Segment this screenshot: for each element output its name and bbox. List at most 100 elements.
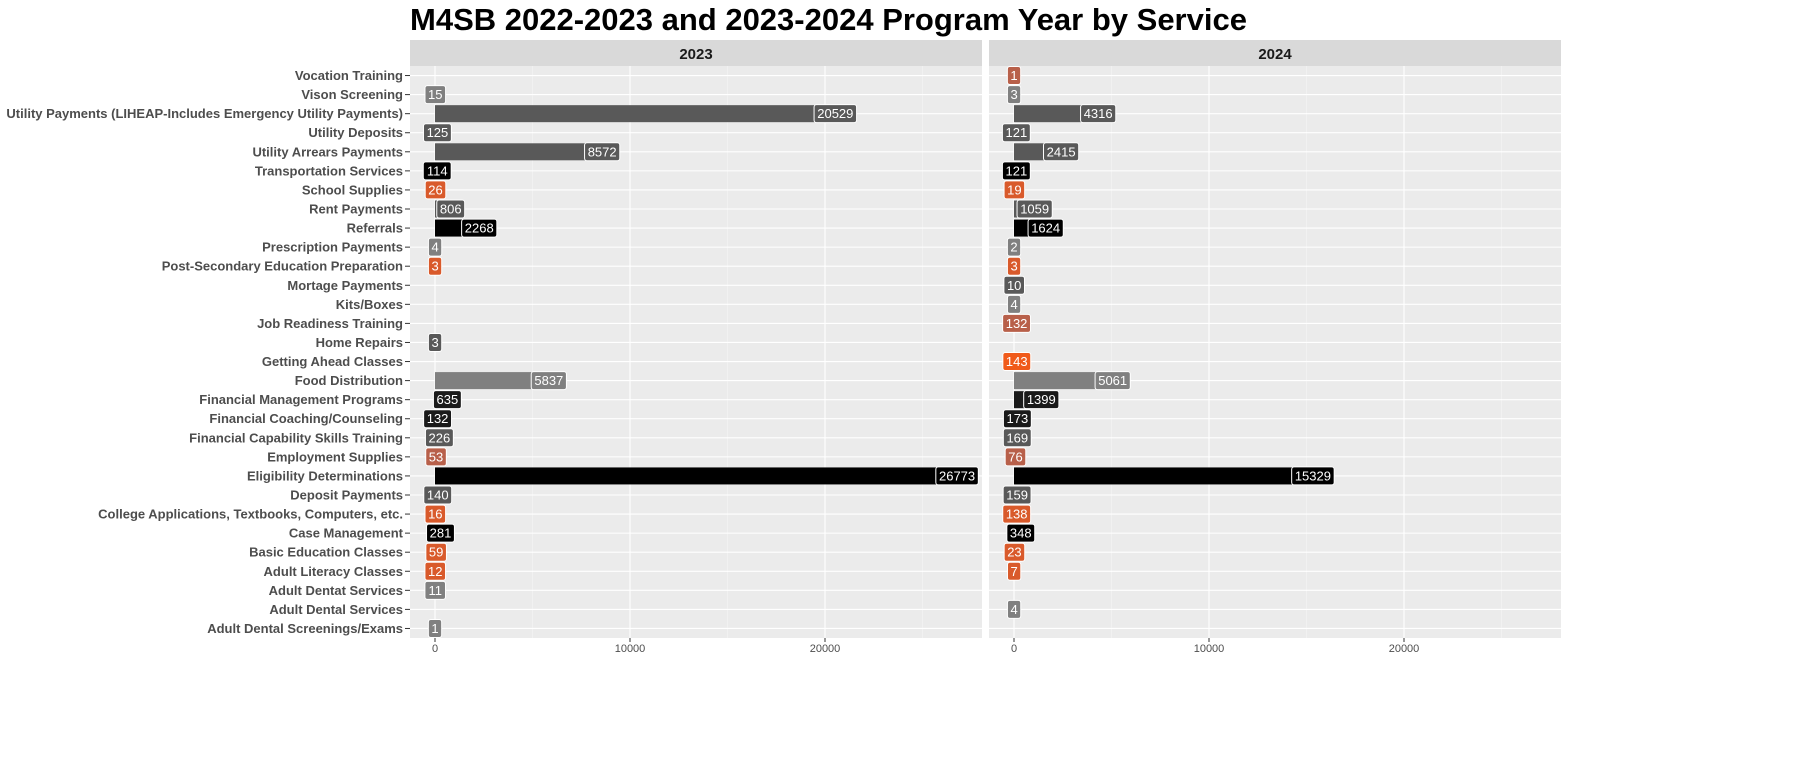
category-label-food-distribution: Food Distribution [295, 373, 403, 388]
value-label-box [425, 447, 447, 467]
value-label-box [425, 542, 447, 562]
category-label-adult-literacy-classes: Adult Literacy Classes [264, 564, 403, 579]
category-label-rent-payments: Rent Payments [309, 202, 403, 217]
value-label-box [424, 428, 454, 448]
value-label-box [1006, 85, 1022, 105]
value-label-2024-college-applications-textbooks-computers-etc: 138 [1006, 507, 1028, 522]
value-label-2024-adult-dental-services: 4 [1010, 602, 1017, 617]
value-label-box [1002, 352, 1032, 372]
category-label-mortage-payments: Mortage Payments [287, 278, 403, 293]
facet-strip-2023 [410, 40, 982, 66]
value-label-2023-utility-deposits: 125 [427, 125, 449, 140]
panel-background-2023 [410, 66, 982, 638]
value-label-2023-referrals: 2268 [465, 221, 494, 236]
value-label-box [1003, 180, 1026, 200]
category-label-utility-deposits: Utility Deposits [308, 125, 403, 140]
value-label-box [1006, 294, 1022, 314]
value-label-2024-rent-payments: 1059 [1020, 202, 1049, 217]
category-label-utility-payments-liheap-includes-emergency-utility-payments: Utility Payments (LIHEAP-Includes Emerge… [6, 106, 403, 121]
value-label-2024-vison-screening: 3 [1010, 87, 1017, 102]
category-label-college-applications-textbooks-computers-etc: College Applications, Textbooks, Compute… [98, 507, 403, 522]
value-label-2024-financial-capability-skills-training: 169 [1006, 430, 1028, 445]
category-label-getting-ahead-classes: Getting Ahead Classes [262, 354, 403, 369]
value-label-box [461, 218, 498, 238]
value-label-2023-financial-coaching-counseling: 132 [427, 411, 449, 426]
value-label-box [424, 504, 447, 524]
value-label-box [426, 523, 455, 543]
value-label-box [1291, 466, 1335, 486]
value-label-box [1006, 599, 1022, 619]
value-label-box [1042, 142, 1080, 162]
value-label-2024-school-supplies: 19 [1007, 182, 1021, 197]
value-label-2024-utility-arrears-payments: 2415 [1047, 144, 1076, 159]
value-label-2023-basic-education-classes: 59 [429, 545, 443, 560]
category-label-vison-screening: Vison Screening [301, 87, 403, 102]
value-label-2024-job-readiness-training: 132 [1006, 316, 1028, 331]
value-label-2023-vison-screening: 15 [428, 87, 442, 102]
value-label-box [1080, 104, 1117, 124]
value-label-box [1002, 504, 1032, 524]
value-label-box [1002, 428, 1032, 448]
value-label-2024-transportation-services: 121 [1006, 163, 1028, 178]
value-label-2023-adult-dentat-services: 11 [428, 583, 442, 598]
value-label-2024-vocation-training: 1 [1010, 68, 1017, 83]
bar-2024-food-distribution [1014, 372, 1113, 390]
value-label-box [427, 332, 443, 352]
value-label-2024-kits-boxes: 4 [1010, 297, 1017, 312]
category-label-kits-boxes: Kits/Boxes [336, 297, 403, 312]
value-label-2024-post-secondary-education-preparation: 3 [1010, 259, 1017, 274]
value-label-2024-basic-education-classes: 23 [1007, 545, 1021, 560]
value-label-box [1003, 275, 1025, 295]
value-label-box [1001, 161, 1031, 181]
value-label-2023-financial-capability-skills-training: 226 [429, 430, 451, 445]
value-label-2024-utility-payments-liheap-includes-emergency-utility-payments: 4316 [1084, 106, 1113, 121]
value-label-2023-employment-supplies: 53 [429, 449, 443, 464]
category-label-deposit-payments: Deposit Payments [290, 488, 403, 503]
value-label-box [1016, 199, 1053, 219]
category-label-post-secondary-education-preparation: Post-Secondary Education Preparation [162, 259, 403, 274]
value-label-box [422, 123, 452, 143]
bar-2023-food-distribution [435, 372, 549, 390]
value-label-2024-employment-supplies: 76 [1008, 449, 1022, 464]
value-label-box [1006, 523, 1036, 543]
value-label-box [1094, 371, 1131, 391]
value-label-2023-deposit-payments: 140 [427, 488, 449, 503]
category-label-home-repairs: Home Repairs [316, 335, 403, 350]
value-label-box [1002, 485, 1032, 505]
value-label-2024-referrals: 1624 [1031, 221, 1060, 236]
facet-label-2023: 2023 [679, 46, 712, 63]
value-label-2023-utility-payments-liheap-includes-emergency-utility-payments: 20529 [817, 106, 853, 121]
value-label-box [424, 561, 447, 581]
category-label-adult-dental-services: Adult Dental Services [269, 602, 403, 617]
bar-2024-eligibility-determinations [1014, 467, 1313, 485]
value-label-2024-case-management: 348 [1010, 526, 1032, 541]
value-label-box [1002, 313, 1032, 333]
value-label-2024-financial-coaching-counseling: 173 [1007, 411, 1029, 426]
bar-2024-utility-payments-liheap-includes-emergency-utility-payments [1014, 105, 1099, 123]
category-label-eligibility-determinations: Eligibility Determinations [247, 468, 403, 483]
category-label-financial-capability-skills-training: Financial Capability Skills Training [189, 430, 403, 445]
value-label-box [436, 199, 466, 219]
value-label-2023-college-applications-textbooks-computers-etc: 16 [428, 507, 442, 522]
value-label-2024-eligibility-determinations: 15329 [1295, 468, 1331, 483]
value-label-2024-financial-management-programs: 1399 [1027, 392, 1056, 407]
category-label-financial-coaching-counseling: Financial Coaching/Counseling [209, 411, 403, 426]
bar-2023-eligibility-determinations [435, 467, 958, 485]
value-label-box [422, 161, 452, 181]
value-label-box [1006, 237, 1022, 257]
value-label-box [427, 237, 443, 257]
value-label-box [424, 580, 447, 600]
value-label-box [424, 85, 447, 105]
value-label-2023-prescription-payments: 4 [431, 240, 438, 255]
value-label-box [1003, 542, 1026, 562]
category-label-referrals: Referrals [347, 221, 403, 236]
category-label-school-supplies: School Supplies [302, 182, 403, 197]
value-label-2023-eligibility-determinations: 26773 [939, 468, 975, 483]
category-label-job-readiness-training: Job Readiness Training [257, 316, 403, 331]
value-label-box [423, 485, 453, 505]
value-label-2024-adult-literacy-classes: 7 [1011, 564, 1018, 579]
x-tick-label: 10000 [615, 643, 646, 655]
value-label-2023-transportation-services: 114 [427, 163, 448, 178]
value-label-box [1006, 256, 1022, 276]
value-label-box [1004, 447, 1027, 467]
